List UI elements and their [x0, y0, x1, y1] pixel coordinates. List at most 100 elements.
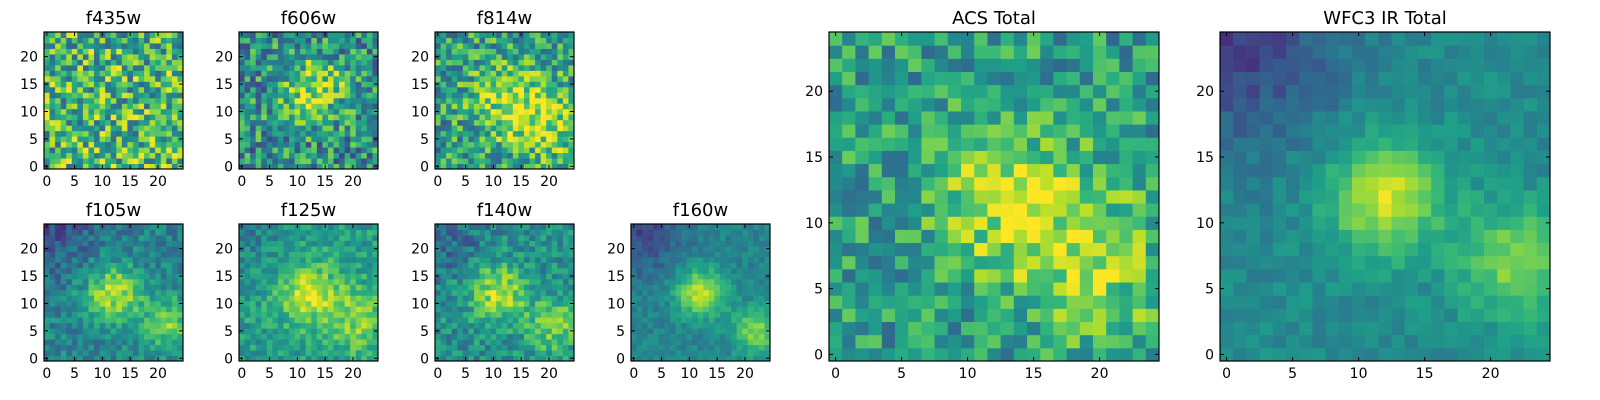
heatmap-cell [1132, 203, 1147, 217]
heatmap-cell [144, 163, 151, 170]
heatmap-cell [557, 92, 564, 99]
heatmap-cell [881, 189, 896, 204]
heatmap-cell [473, 136, 480, 143]
heatmap-cell [138, 234, 145, 241]
heatmap-cell [664, 240, 671, 247]
heatmap-cell [294, 245, 301, 252]
heatmap-cell [366, 125, 373, 132]
heatmap-cell [99, 147, 106, 154]
heatmap-cell [540, 136, 547, 143]
heatmap-cell [99, 328, 106, 335]
heatmap-cell [468, 251, 475, 258]
heatmap-cell [166, 240, 173, 247]
heatmap-cell [261, 328, 268, 335]
heatmap-cell [272, 295, 279, 302]
heatmap-cell [714, 295, 721, 302]
heatmap-cell [283, 163, 290, 170]
heatmap-cell [908, 321, 922, 336]
heatmap-cell [562, 311, 569, 318]
heatmap-cell [55, 48, 62, 55]
heatmap-cell [714, 240, 721, 247]
heatmap-cell [149, 163, 156, 170]
heatmap-cell [468, 130, 475, 137]
heatmap-cell [305, 311, 312, 318]
heatmap-cell [496, 86, 503, 93]
heatmap-cell [138, 344, 145, 351]
heatmap-cell [300, 75, 307, 82]
heatmap-cell [344, 70, 351, 77]
heatmap-cell [446, 333, 453, 340]
heatmap-cell [149, 278, 156, 285]
heatmap-cell [562, 333, 569, 340]
heatmap-cell [1053, 163, 1068, 178]
heatmap-cell [71, 229, 78, 236]
heatmap-cell [171, 114, 178, 121]
heatmap-cell [132, 81, 140, 88]
heatmap-cell [121, 130, 128, 137]
heatmap-cell [562, 339, 569, 346]
heatmap-cell [239, 289, 246, 296]
heatmap-cell [647, 262, 654, 269]
heatmap-cell [88, 317, 95, 324]
heatmap-cell [546, 240, 553, 247]
heatmap-cell [457, 92, 464, 99]
heatmap-cell [473, 141, 480, 148]
heatmap-cell [300, 306, 307, 313]
heatmap-cell [250, 152, 257, 159]
heatmap-cell [327, 152, 335, 159]
heatmap-cell [177, 114, 184, 121]
heatmap-cell [339, 59, 346, 66]
heatmap-cell [551, 344, 558, 351]
heatmap-cell [686, 267, 693, 274]
heatmap-cell [457, 114, 464, 121]
heatmap-cell [1106, 347, 1120, 362]
heatmap-cell [322, 289, 329, 296]
heatmap-cell [435, 103, 442, 110]
heatmap-cell [1093, 321, 1107, 336]
heatmap-cell [94, 251, 101, 258]
heatmap-cell [546, 350, 553, 357]
heatmap-cell [49, 317, 56, 324]
heatmap-cell [934, 295, 949, 309]
heatmap-cell [171, 322, 178, 329]
heatmap-cell [647, 295, 654, 302]
heatmap-cell [934, 255, 949, 270]
heatmap-cell [261, 108, 268, 115]
heatmap-cell [529, 75, 536, 82]
heatmap-cell [518, 147, 525, 154]
heatmap-cell [686, 256, 693, 263]
y-tick-label: 0 [224, 159, 233, 175]
heatmap-cell [132, 103, 140, 110]
heatmap-cell [719, 251, 727, 258]
heatmap-cell [239, 158, 246, 165]
heatmap-cell [462, 70, 469, 77]
heatmap-cell [350, 136, 357, 143]
heatmap-cell [305, 59, 312, 66]
heatmap-cell [266, 64, 273, 71]
heatmap-cell [658, 229, 665, 236]
heatmap-cell [105, 234, 112, 241]
heatmap-cell [177, 92, 184, 99]
heatmap-cell [316, 273, 323, 280]
heatmap-cell [731, 245, 738, 252]
heatmap-cell [496, 64, 503, 71]
x-tick-label: 0 [42, 174, 51, 190]
heatmap-cell [60, 328, 67, 335]
heatmap-cell [305, 42, 312, 49]
heatmap-cell [753, 317, 760, 324]
heatmap-cell [316, 48, 323, 55]
heatmap-cell [77, 251, 84, 258]
heatmap-cell [250, 37, 257, 44]
heatmap-cell [764, 234, 771, 241]
heatmap-cell [921, 163, 936, 178]
heatmap-cell [568, 224, 575, 230]
heatmap-cell [719, 229, 727, 236]
heatmap-cell [127, 300, 134, 307]
heatmap-cell [82, 75, 89, 82]
heatmap-cell [518, 256, 525, 263]
heatmap-cell [473, 317, 480, 324]
heatmap-cell [753, 234, 760, 241]
heatmap-cell [1119, 282, 1134, 296]
heatmap-cell [546, 48, 553, 55]
heatmap-cell [311, 355, 318, 362]
